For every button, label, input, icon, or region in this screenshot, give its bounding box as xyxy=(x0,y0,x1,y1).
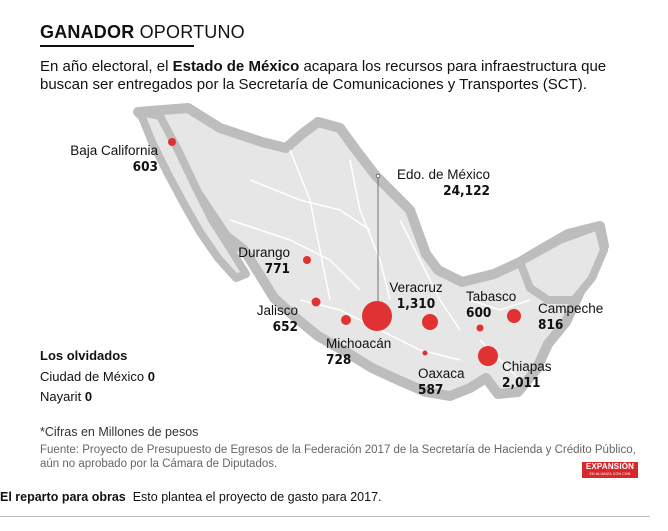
intro-pre: En año electoral, el xyxy=(40,58,173,75)
state-value: 1,310 xyxy=(396,296,436,312)
state-name: Durango xyxy=(238,245,290,260)
title-rest: OPORTUNO xyxy=(139,22,245,42)
state-value: 728 xyxy=(326,352,352,368)
bubble-veracruz xyxy=(422,314,438,330)
edo-mexico-leader-dot xyxy=(375,173,381,179)
chart-title: GANADOR OPORTUNO xyxy=(40,22,245,43)
state-name: Michoacán xyxy=(326,336,392,351)
bubble-campeche xyxy=(507,309,521,323)
forgotten-heading: Los olvidados xyxy=(40,348,128,363)
caption: El reparto para obras Esto plantea el pr… xyxy=(0,490,668,504)
state-name: Edo. de México xyxy=(396,167,490,182)
bubble-durango xyxy=(303,256,311,264)
forgotten-box: Los olvidados Ciudad de México 0 Nayarit… xyxy=(40,347,155,406)
forgotten-row: Ciudad de México 0 xyxy=(40,368,155,386)
intro-text: En año electoral, el Estado de México ac… xyxy=(40,58,640,94)
label-tabasco: Tabasco 600 xyxy=(466,288,530,322)
bubble-oaxaca xyxy=(422,350,428,356)
state-value: 24,122 xyxy=(443,183,490,199)
state-name: Chiapas xyxy=(502,359,552,374)
intro-post: acapara los recursos para infraestructur… xyxy=(40,58,607,93)
title-bold: GANADOR xyxy=(40,22,135,42)
bubble-michoacan xyxy=(341,315,351,325)
forgotten-name: Ciudad de México xyxy=(40,369,145,384)
forgotten-value: 0 xyxy=(147,369,155,384)
intro-bold: Estado de México xyxy=(172,58,300,75)
state-name: Veracruz xyxy=(389,280,443,295)
label-edo-mexico: Edo. de México 24,122 xyxy=(384,166,490,200)
units-note: *Cifras en Millones de pesos xyxy=(40,425,199,439)
label-jalisco: Jalisco 652 xyxy=(240,302,298,336)
state-value: 652 xyxy=(272,319,298,335)
state-name: Campeche xyxy=(538,301,604,316)
bubble-tabasco xyxy=(476,324,484,332)
state-value: 603 xyxy=(132,159,158,175)
bubble-chiapas xyxy=(478,346,498,366)
bubble-jalisco xyxy=(311,297,321,307)
state-value: 771 xyxy=(264,261,290,277)
state-name: Oaxaca xyxy=(418,366,465,381)
logo-text: EXPANSIÓN xyxy=(585,462,635,471)
forgotten-value: 0 xyxy=(84,389,93,404)
caption-rest: Esto plantea el proyecto de gasto para 2… xyxy=(132,490,382,504)
label-chiapas: Chiapas 2,011 xyxy=(502,358,562,392)
state-value: 2,011 xyxy=(502,375,541,391)
state-borders xyxy=(229,149,531,381)
bubble-baja-california xyxy=(168,138,176,146)
forgotten-row: Nayarit 0 xyxy=(40,388,155,406)
label-veracruz: Veracruz 1,310 xyxy=(382,279,450,313)
logo-sub: EN ALIANZA CON CNN xyxy=(589,472,631,476)
state-name: Jalisco xyxy=(256,303,298,318)
label-michoacan: Michoacán 728 xyxy=(326,335,406,369)
label-oaxaca: Oaxaca 587 xyxy=(418,365,478,399)
state-name: Baja California xyxy=(70,143,158,158)
caption-bold: El reparto para obras xyxy=(0,490,126,504)
yucatan-peninsula xyxy=(516,222,608,304)
title-underline xyxy=(40,45,194,47)
bubble-edo-mexico xyxy=(362,301,392,331)
state-name: Tabasco xyxy=(466,289,517,304)
expansion-logo: EXPANSIÓN EN ALIANZA CON CNN xyxy=(582,462,638,478)
state-value: 600 xyxy=(466,305,492,321)
source-text: Fuente: Proyecto de Presupuesto de Egres… xyxy=(40,444,636,470)
baja-peninsula xyxy=(136,108,250,282)
label-durango: Durango 771 xyxy=(220,244,290,278)
label-baja-california: Baja California 603 xyxy=(60,142,158,176)
forgotten-name: Nayarit xyxy=(40,389,82,404)
state-value: 587 xyxy=(418,382,444,398)
caption-divider xyxy=(0,516,650,517)
label-campeche: Campeche 816 xyxy=(538,300,614,334)
state-value: 816 xyxy=(538,317,564,333)
